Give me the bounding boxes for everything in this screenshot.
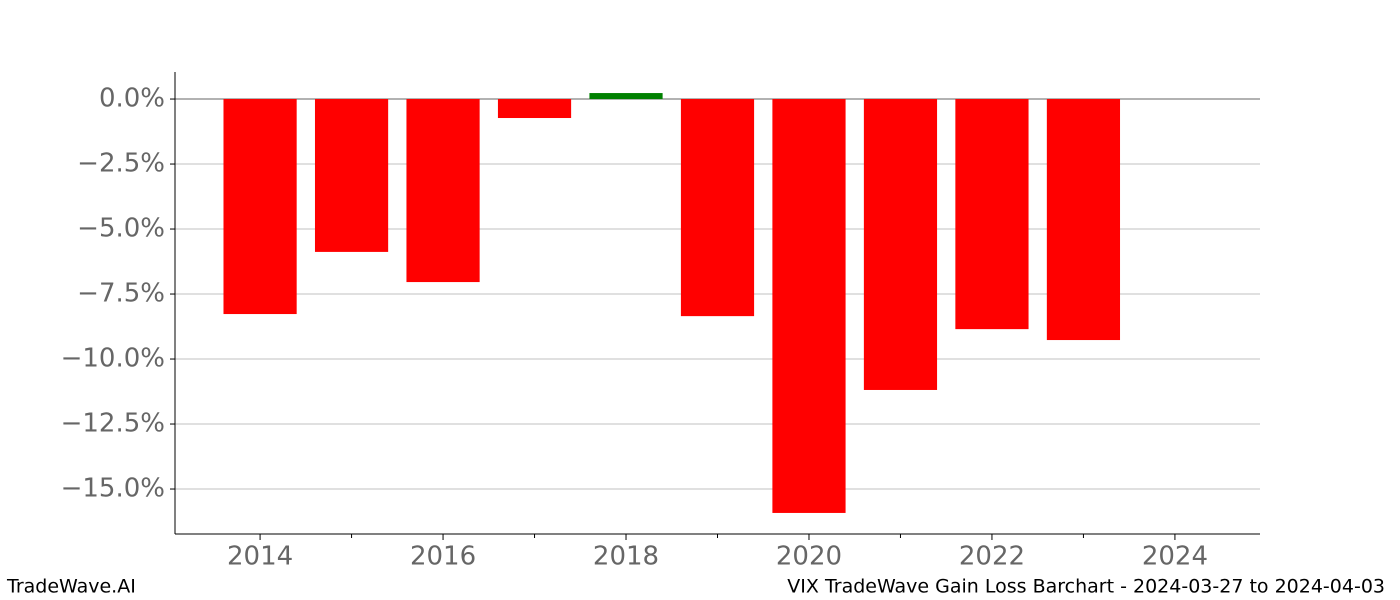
bar [863, 99, 938, 390]
brand: TradeWave.AI [6, 576, 136, 598]
x-tick-label: 2024 [1142, 542, 1208, 572]
y-tick-label: −15.0% [61, 474, 165, 504]
y-tick-label: 0.0% [99, 84, 165, 114]
bar [680, 99, 755, 317]
bar [497, 99, 572, 119]
x-tick-label: 2022 [959, 542, 1025, 572]
bar [223, 99, 297, 315]
x-tick-label: 2018 [593, 542, 659, 572]
bar [589, 93, 663, 100]
y-tick-label: −7.5% [77, 279, 165, 309]
y-tick-label: −2.5% [77, 149, 165, 179]
bar [1046, 99, 1121, 341]
bar [955, 99, 1029, 330]
x-tick-label: 2014 [227, 542, 293, 572]
x-tick-label: 2016 [410, 542, 476, 572]
y-tick-label: −10.0% [61, 344, 165, 374]
bar [314, 99, 389, 252]
y-tick-label: −5.0% [77, 214, 165, 244]
bar [406, 99, 480, 283]
x-tick-label: 2020 [776, 542, 842, 572]
chart-title: VIX TradeWave Gain Loss Barchart - 2024-… [787, 576, 1385, 598]
bar [772, 99, 846, 513]
y-tick-label: −12.5% [61, 409, 165, 439]
